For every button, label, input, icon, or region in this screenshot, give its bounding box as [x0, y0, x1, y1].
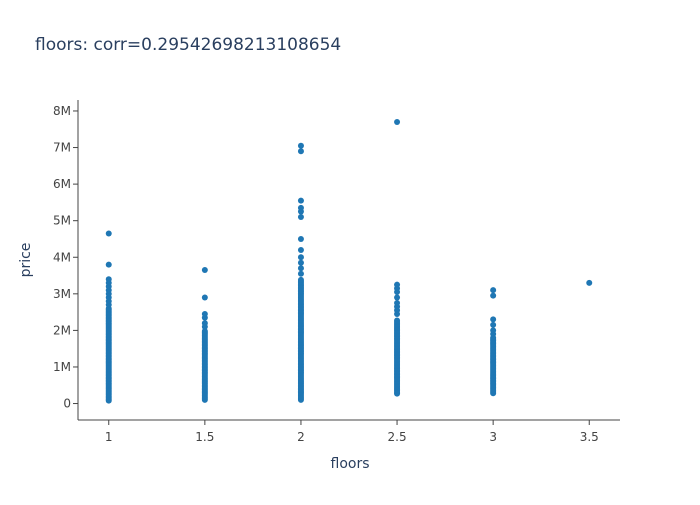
- data-point: [105, 230, 112, 237]
- y-tick-label: 5M: [53, 214, 71, 228]
- data-point: [394, 281, 401, 288]
- data-point: [201, 310, 208, 317]
- data-point: [297, 246, 304, 253]
- data-point: [297, 142, 304, 149]
- data-point: [297, 254, 304, 261]
- data-point: [297, 235, 304, 242]
- y-tick-label: 7M: [53, 141, 71, 155]
- y-axis-ticks: 0 1M 2M 3M 4M 5M 6M 7M 8M: [53, 104, 78, 411]
- data-point: [394, 294, 401, 301]
- data-point: [297, 276, 304, 283]
- data-point: [297, 270, 304, 277]
- data-point: [201, 294, 208, 301]
- x-tick-label: 3: [489, 430, 497, 444]
- data-point: [297, 197, 304, 204]
- y-tick-label: 0: [63, 397, 71, 411]
- data-point: [394, 317, 401, 324]
- y-axis-title: price: [18, 243, 34, 278]
- data-point: [490, 321, 497, 328]
- x-tick-label: 2: [297, 430, 305, 444]
- y-tick-label: 4M: [53, 250, 71, 264]
- y-tick-label: 8M: [53, 104, 71, 118]
- data-point: [490, 327, 497, 334]
- data-point: [201, 328, 208, 335]
- x-tick-label: 3.5: [580, 430, 599, 444]
- data-point: [297, 265, 304, 272]
- y-tick-label: 6M: [53, 177, 71, 191]
- y-tick-label: 2M: [53, 323, 71, 337]
- data-point: [201, 267, 208, 274]
- data-point: [394, 118, 401, 125]
- data-point: [105, 276, 112, 283]
- x-tick-label: 1: [105, 430, 113, 444]
- data-point: [490, 316, 497, 323]
- y-tick-label: 3M: [53, 287, 71, 301]
- data-point: [490, 287, 497, 294]
- x-tick-label: 2.5: [388, 430, 407, 444]
- data-point: [297, 204, 304, 211]
- y-tick-label: 1M: [53, 360, 71, 374]
- chart-title: floors: corr=0.29542698213108654: [35, 35, 341, 55]
- data-point: [297, 148, 304, 155]
- x-axis-ticks: 1 1.5 2 2.5 3 3.5: [105, 420, 599, 444]
- data-points: [105, 118, 593, 404]
- data-point: [490, 292, 497, 299]
- data-point: [105, 261, 112, 268]
- data-point: [201, 320, 208, 327]
- data-point: [297, 214, 304, 221]
- x-tick-label: 1.5: [195, 430, 214, 444]
- data-point: [297, 259, 304, 266]
- x-axis-title: floors: [331, 456, 370, 472]
- data-point: [394, 299, 401, 306]
- data-point: [586, 279, 593, 286]
